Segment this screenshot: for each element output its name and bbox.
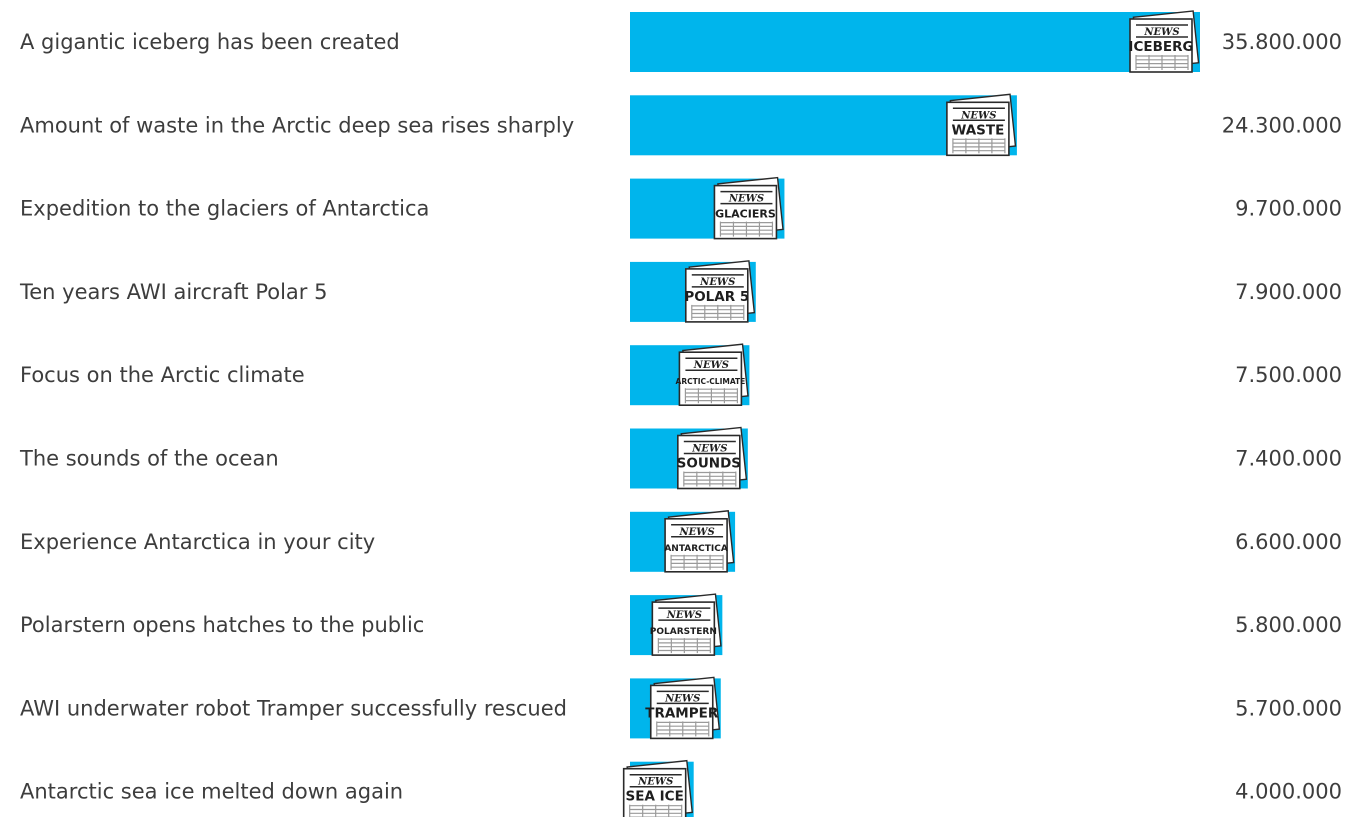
newspaper-header-text: NEWS: [699, 277, 735, 288]
newspaper-header-text: NEWS: [678, 527, 714, 538]
newspaper-word-text: POLAR 5: [684, 289, 749, 305]
bar-row: Amount of waste in the Arctic deep sea r…: [20, 93, 1342, 157]
category-label: Antarctic sea ice melted down again: [20, 780, 403, 804]
bar-row: Focus on the Arctic climate NEWS ARCTIC-CL…: [20, 343, 1342, 407]
category-label: Expedition to the glaciers of Antarctica: [20, 197, 429, 221]
newspaper-icon: NEWS ARCTIC-CLIMATE: [676, 343, 749, 407]
value-label: 7.400.000: [1235, 447, 1342, 471]
category-label: AWI underwater robot Tramper successfull…: [20, 696, 567, 720]
newspaper-word-text: SEA ICE: [626, 789, 684, 805]
bar-row: Expedition to the glaciers of Antarctica…: [20, 176, 1342, 240]
newspaper-word-text: SOUNDS: [677, 456, 741, 472]
bar-row: Polarstern opens hatches to the public NE…: [20, 593, 1342, 656]
newspaper-word-text: TRAMPER: [645, 705, 719, 721]
newspaper-word-text: POLARSTERN: [650, 627, 717, 637]
value-label: 35.800.000: [1222, 30, 1342, 54]
newspaper-header-text: NEWS: [1143, 27, 1179, 38]
newspaper-header-text: NEWS: [666, 610, 702, 621]
newspaper-word-text: ARCTIC-CLIMATE: [676, 377, 746, 386]
newspaper-word-text: ANTARCTICA: [664, 544, 728, 554]
newspaper-header-text: NEWS: [691, 444, 727, 455]
newspaper-word-text: GLACIERS: [715, 208, 776, 221]
newspaper-header-text: NEWS: [728, 194, 764, 205]
category-label: A gigantic iceberg has been created: [20, 30, 400, 54]
category-label: Focus on the Arctic climate: [20, 363, 305, 387]
value-label: 4.000.000: [1235, 780, 1342, 804]
bar-row: Antarctic sea ice melted down again NEWSS…: [20, 759, 1342, 821]
bar-row: AWI underwater robot Tramper successfull…: [20, 676, 1342, 740]
bar-row: Experience Antarctica in your city NEWS AN…: [20, 510, 1342, 573]
value-label: 7.500.000: [1235, 363, 1342, 387]
newspaper-header-text: NEWS: [960, 110, 996, 121]
value-label: 24.300.000: [1222, 113, 1342, 137]
category-label: Ten years AWI aircraft Polar 5: [19, 280, 327, 304]
newspaper-icon: NEWS POLARSTERN: [650, 593, 722, 656]
newspaper-word-text: WASTE: [951, 122, 1004, 138]
newspaper-header-text: NEWS: [664, 693, 700, 704]
newspaper-word-text: ICEBERG: [1128, 39, 1193, 55]
newspaper-icon: NEWS GLACIERS: [713, 176, 784, 240]
bar-row: Ten years AWI aircraft Polar 5 NEWSPOLAR …: [19, 260, 1342, 323]
newspaper-icon: NEWS ANTARCTICA: [664, 510, 735, 573]
value-label: 5.800.000: [1235, 613, 1342, 637]
value-label: 9.700.000: [1235, 197, 1342, 221]
bar-row: A gigantic iceberg has been created NEWSI…: [20, 10, 1342, 73]
category-label: The sounds of the ocean: [19, 447, 279, 471]
value-label: 5.700.000: [1235, 696, 1342, 720]
bar: [630, 12, 1200, 72]
category-label: Experience Antarctica in your city: [20, 530, 375, 554]
newspaper-header-text: NEWS: [693, 360, 729, 371]
newspaper-header-text: NEWS: [637, 777, 673, 788]
value-label: 7.900.000: [1235, 280, 1342, 304]
value-label: 6.600.000: [1235, 530, 1342, 554]
category-label: Amount of waste in the Arctic deep sea r…: [20, 113, 574, 137]
category-label: Polarstern opens hatches to the public: [20, 613, 424, 637]
